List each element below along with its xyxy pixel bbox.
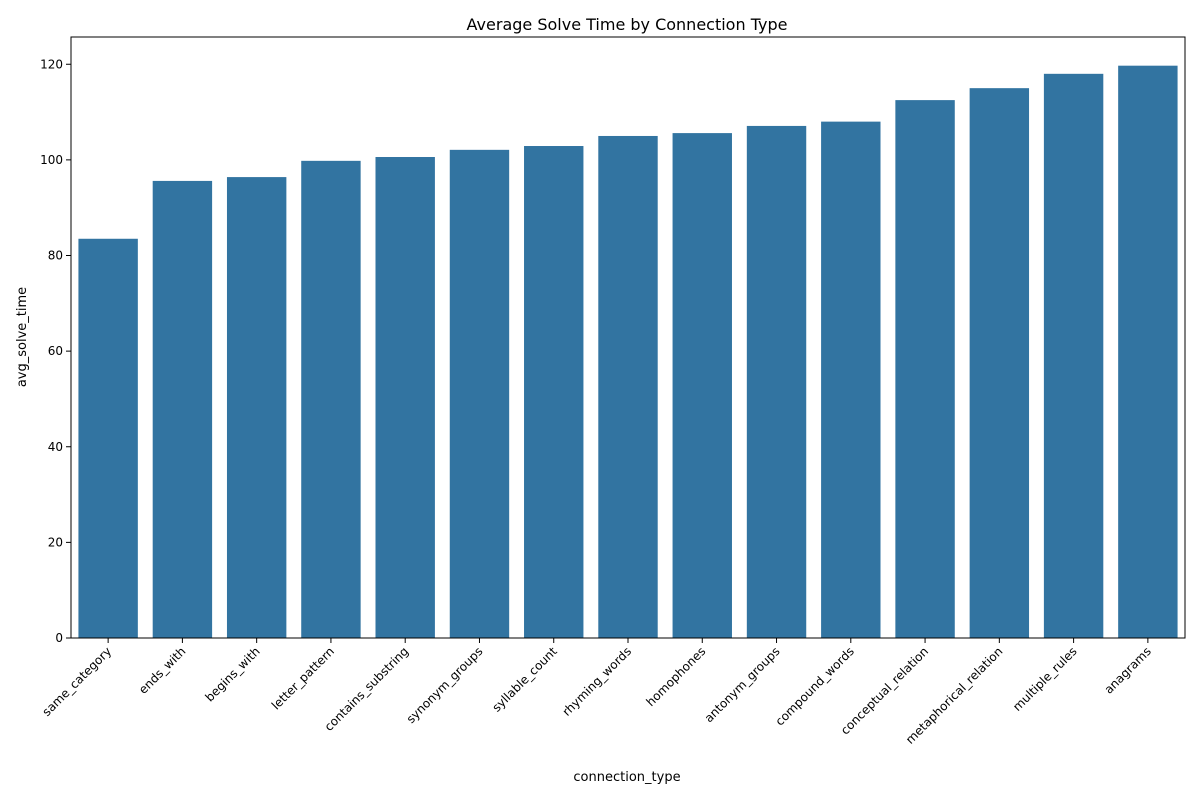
x-axis-label: connection_type xyxy=(573,770,680,785)
y-axis: 0 20 40 60 80 100 120 xyxy=(40,57,71,645)
y-tick-label: 100 xyxy=(40,153,63,167)
bar-synonym_groups xyxy=(449,149,510,638)
bar-multiple_rules xyxy=(1043,73,1104,638)
x-tick-label: rhyming_words xyxy=(560,644,635,719)
y-tick-label: 80 xyxy=(48,249,63,263)
y-tick-label: 20 xyxy=(48,535,63,549)
bar-anagrams xyxy=(1118,65,1178,638)
y-tick-label: 40 xyxy=(48,440,63,454)
x-tick-label: letter_pattern xyxy=(269,644,337,712)
x-tick-label: syllable_count xyxy=(489,644,560,715)
x-tick-label: anagrams xyxy=(1102,644,1154,696)
plot-frame xyxy=(70,36,1186,639)
x-tick-label: same_category xyxy=(40,644,115,719)
y-tick-label: 60 xyxy=(48,344,63,358)
bar-antonym_groups xyxy=(746,125,807,638)
y-tick-label: 120 xyxy=(40,57,63,71)
y-tick-label: 0 xyxy=(55,631,63,645)
chart-title: Average Solve Time by Connection Type xyxy=(467,15,788,34)
x-axis: same_category ends_with begins_with letter_… xyxy=(40,638,1154,747)
x-tick-label: homophones xyxy=(643,644,708,709)
y-axis-label: avg_solve_time xyxy=(15,287,30,387)
x-tick-label: synonym_groups xyxy=(404,644,486,726)
x-tick-label: ends_with xyxy=(136,644,189,697)
bar-contains_substring xyxy=(375,157,435,639)
bars-group xyxy=(78,65,1178,639)
bar-homophones xyxy=(672,133,732,638)
bar-ends_with xyxy=(152,180,213,639)
x-tick-label: antonym_groups xyxy=(702,644,783,725)
bar-metaphorical_relation xyxy=(969,88,1030,638)
bar-compound_words xyxy=(821,121,881,638)
x-tick-label: contains_substring xyxy=(322,644,412,734)
bar-begins_with xyxy=(226,177,287,638)
bar-rhyming_words xyxy=(598,135,658,638)
bar-letter_pattern xyxy=(301,160,361,638)
x-tick-label: multiple_rules xyxy=(1010,644,1080,714)
x-tick-label: compound_words xyxy=(773,644,857,728)
x-tick-label: begins_with xyxy=(202,644,262,704)
bar-same_category xyxy=(78,238,138,638)
bar-syllable_count xyxy=(524,146,584,638)
bar-conceptual_relation xyxy=(895,100,955,638)
